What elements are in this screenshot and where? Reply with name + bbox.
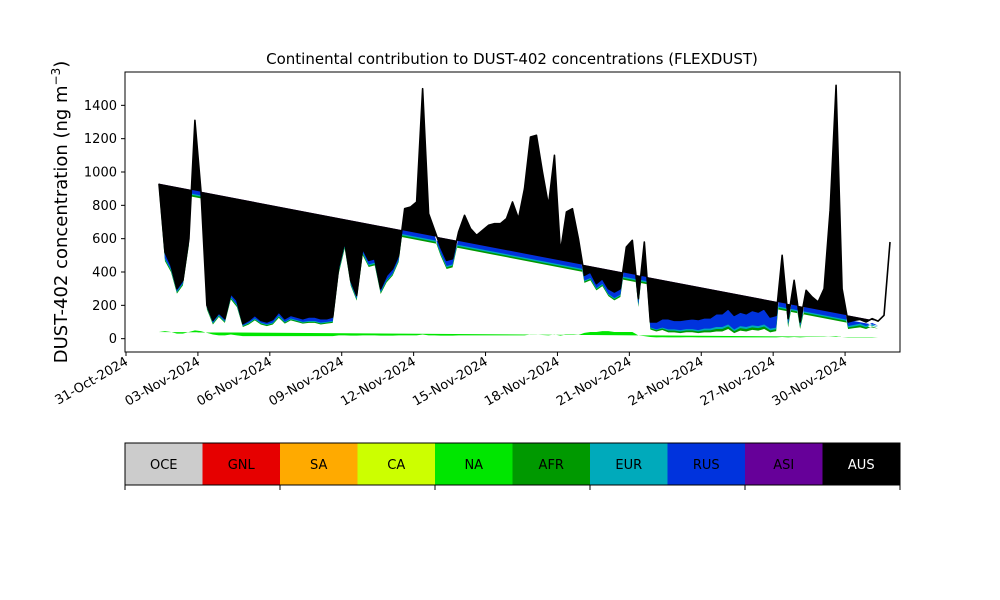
legend-label-afr: AFR: [539, 458, 564, 473]
plot-frame: [124, 71, 901, 353]
y-axis: 0 200 400 600 800 1000 1200 1400: [84, 99, 125, 347]
y-axis-label: DUST-402 concentration (ng m−3): [49, 61, 72, 364]
plot-area: [124, 71, 901, 353]
x-tick-label: 27-Nov-2024: [698, 354, 778, 409]
legend-swatch-aus: [822, 443, 901, 485]
legend-label-aus: AUS: [848, 458, 875, 473]
x-tick-label: 09-Nov-2024: [266, 354, 346, 409]
series-area-na: [158, 330, 879, 338]
legend-label-gnl: GNL: [228, 458, 256, 473]
x-tick-label: 21-Nov-2024: [554, 354, 634, 409]
legend-label-na: NA: [464, 458, 483, 473]
y-axis-label-main: DUST-402 concentration (ng m: [51, 85, 72, 363]
legend-label-eur: EUR: [615, 458, 642, 473]
legend-label-rus: RUS: [693, 458, 720, 473]
x-tick-label: 30-Nov-2024: [770, 354, 850, 409]
legend-cells: OCE GNL SA CA NA AFR EUR RUS ASI AUS: [125, 443, 901, 485]
y-axis-label-close: ): [51, 61, 72, 68]
y-tick-label: 200: [92, 299, 117, 314]
series-area-aus: [158, 85, 879, 324]
x-tick-label: 24-Nov-2024: [626, 354, 706, 409]
y-tick-label: 1200: [84, 132, 117, 147]
legend-label-ca: CA: [387, 458, 405, 473]
legend-swatch-ca: [357, 443, 436, 485]
series-layer: [158, 85, 879, 338]
x-tick-label: 12-Nov-2024: [338, 354, 418, 409]
legend-swatch-na: [435, 443, 513, 485]
legend-label-asi: ASI: [773, 458, 794, 473]
legend-label-oce: OCE: [150, 458, 178, 473]
legend-label-sa: SA: [310, 458, 327, 473]
total-outline-line: [158, 84, 891, 325]
legend-colorbar: OCE GNL SA CA NA AFR EUR RUS ASI AUS: [124, 442, 901, 490]
x-tick-label: 18-Nov-2024: [482, 354, 562, 409]
y-tick-label: 400: [92, 266, 117, 281]
y-tick-label: 0: [109, 332, 117, 347]
legend-swatch-asi: [745, 443, 823, 485]
x-tick-label: 06-Nov-2024: [195, 354, 275, 409]
legend-swatch-eur: [590, 443, 668, 485]
legend-swatch-sa: [280, 443, 358, 485]
y-tick-label: 800: [92, 199, 117, 214]
y-tick-label: 600: [92, 232, 117, 247]
legend-swatch-gnl: [202, 443, 281, 485]
legend-swatch-rus: [667, 443, 746, 485]
legend-frame: [124, 442, 901, 486]
y-tick-label: 1400: [84, 99, 117, 114]
x-axis: 31-Oct-202403-Nov-202406-Nov-202409-Nov-…: [53, 352, 850, 409]
y-tick-label: 1000: [84, 166, 117, 181]
legend-swatch-afr: [512, 443, 591, 485]
y-axis-label-superscript: −3: [49, 68, 63, 86]
x-tick-label: 03-Nov-2024: [123, 354, 203, 409]
legend-swatch-oce: [125, 443, 203, 485]
x-tick-label: 15-Nov-2024: [410, 354, 490, 409]
chart-title: Continental contribution to DUST-402 con…: [266, 50, 758, 68]
